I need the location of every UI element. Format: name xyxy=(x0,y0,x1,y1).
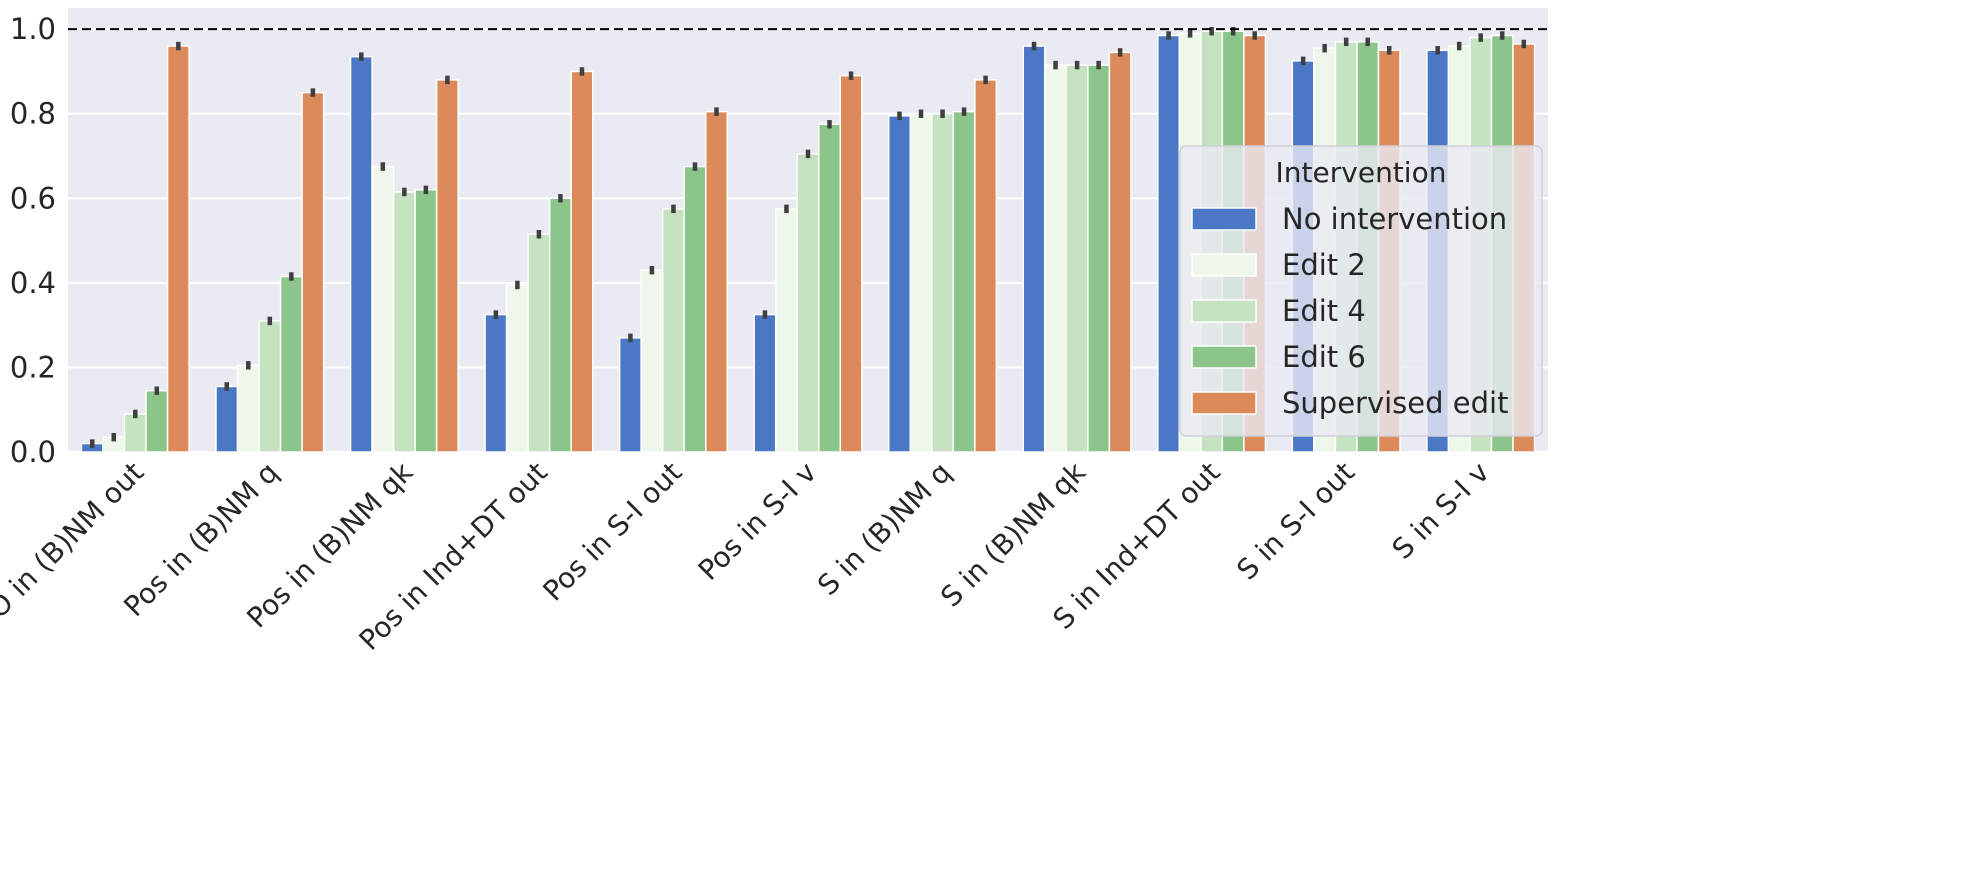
bar xyxy=(349,55,373,453)
legend-swatch xyxy=(1191,299,1257,323)
y-tick-label: 0.0 xyxy=(10,435,56,469)
bar xyxy=(1044,64,1068,453)
y-tick-label: 0.8 xyxy=(10,97,56,131)
bar xyxy=(640,269,664,453)
bar xyxy=(887,115,912,453)
bar xyxy=(301,91,325,453)
bar xyxy=(123,413,147,453)
bar xyxy=(371,165,395,453)
y-tick-label: 0.4 xyxy=(10,266,56,300)
bar xyxy=(683,165,707,453)
bar xyxy=(279,275,303,453)
bar xyxy=(1108,51,1132,453)
legend-label: Edit 2 xyxy=(1282,248,1366,282)
bar xyxy=(753,313,777,453)
bar xyxy=(527,233,551,453)
bar xyxy=(392,191,416,453)
bar xyxy=(570,70,594,453)
legend: Intervention No intervention Edit 2 Edit 4 E… xyxy=(1179,145,1543,437)
bar xyxy=(661,208,685,453)
legend-label: Supervised edit xyxy=(1282,386,1508,420)
legend-label: Edit 6 xyxy=(1282,340,1366,374)
legend-swatch xyxy=(1191,345,1257,369)
bar xyxy=(145,389,169,453)
legend-title: Intervention xyxy=(1276,156,1447,189)
bar xyxy=(1087,64,1111,453)
bar xyxy=(909,112,933,453)
legend-label: Edit 4 xyxy=(1282,294,1366,328)
bar xyxy=(258,320,282,453)
legend-box xyxy=(1179,145,1543,437)
bar xyxy=(796,153,820,453)
bar xyxy=(215,385,239,453)
legend-label: No intervention xyxy=(1282,202,1507,236)
bar xyxy=(414,189,438,453)
bar xyxy=(704,110,729,453)
bar xyxy=(818,123,842,453)
bar xyxy=(974,79,998,453)
bar xyxy=(931,112,955,453)
y-tick-label: 0.6 xyxy=(10,181,56,215)
bar xyxy=(1065,64,1089,453)
legend-swatch xyxy=(1191,391,1257,415)
bar xyxy=(1022,45,1046,453)
x-tick-label: Pos in S-I v xyxy=(692,456,823,587)
bar xyxy=(1157,34,1181,453)
bar xyxy=(952,110,976,453)
x-tick-label: S in S-I v xyxy=(1386,456,1496,566)
bar xyxy=(484,313,508,453)
bar xyxy=(839,74,863,453)
y-tick-label: 0.2 xyxy=(10,350,56,384)
bar xyxy=(435,79,459,453)
bar xyxy=(618,337,642,453)
y-tick-label: 1.0 xyxy=(10,12,56,46)
x-tick-label: Pos in S-I out xyxy=(536,456,688,608)
legend-swatch xyxy=(1191,253,1257,277)
bar xyxy=(548,197,572,453)
bar xyxy=(166,45,190,453)
bar xyxy=(774,208,798,453)
bar xyxy=(505,284,529,453)
bar xyxy=(236,364,260,453)
legend-swatch xyxy=(1191,207,1257,231)
x-tick-label: S in S-I out xyxy=(1230,456,1361,587)
x-tick-label: S in (B)NM q xyxy=(811,456,957,602)
